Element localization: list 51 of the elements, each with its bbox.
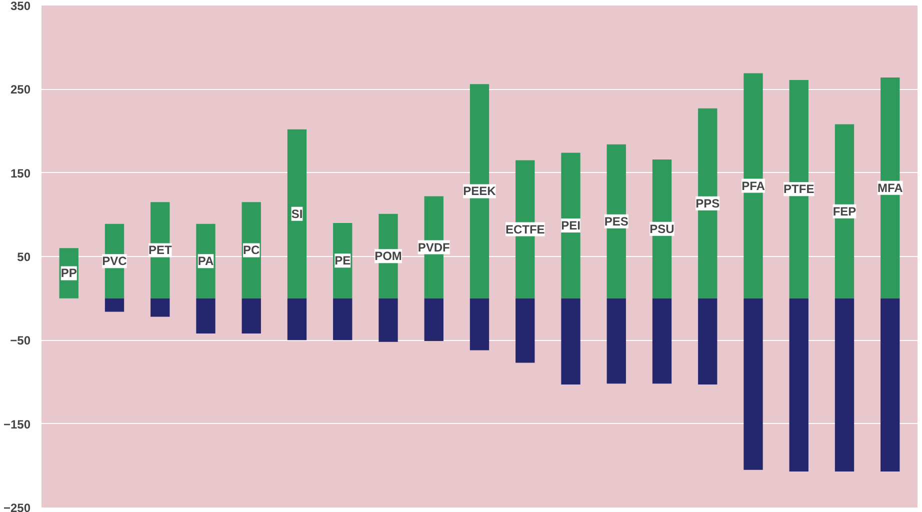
y-tick-label: −250 xyxy=(3,501,31,512)
y-tick-label: −50 xyxy=(10,334,31,348)
x-tick-label: PES xyxy=(604,214,628,228)
bar xyxy=(834,298,854,472)
bar xyxy=(698,108,718,298)
bar xyxy=(561,152,580,298)
x-tick-label: PSU xyxy=(650,222,674,236)
x-tick-label: PC xyxy=(243,243,260,258)
x-tick-label: SI xyxy=(291,206,303,221)
bar xyxy=(287,129,307,298)
bar xyxy=(333,298,352,340)
x-tick-label: PE xyxy=(334,254,351,268)
bar xyxy=(196,298,216,334)
bar xyxy=(652,298,672,384)
x-tick-label: PP xyxy=(60,266,77,280)
bar xyxy=(242,298,261,334)
bar xyxy=(834,124,854,298)
bar xyxy=(744,73,763,298)
bar xyxy=(744,298,763,470)
bar xyxy=(378,298,398,342)
bar xyxy=(880,298,900,472)
y-tick-label: −150 xyxy=(3,417,31,432)
x-tick-label: FEP xyxy=(832,204,856,218)
x-tick-label: PET xyxy=(148,243,172,258)
bar xyxy=(698,298,718,385)
x-tick-label: PEI xyxy=(561,218,580,233)
bar xyxy=(150,298,170,317)
x-tick-label: POM xyxy=(374,249,402,264)
bar xyxy=(606,298,626,384)
y-tick-label: 250 xyxy=(10,82,31,97)
bar xyxy=(104,298,124,312)
bar xyxy=(287,298,307,340)
x-tick-label: PEEK xyxy=(463,184,496,198)
x-tick-label: PVC xyxy=(102,254,128,268)
y-tick-label: 150 xyxy=(10,166,31,180)
x-tick-label: PFA xyxy=(742,178,766,193)
bar xyxy=(424,298,444,342)
x-tick-label: PVDF xyxy=(418,240,450,254)
bar xyxy=(470,298,490,350)
x-tick-label: PTFE xyxy=(784,182,814,196)
bar xyxy=(561,298,580,385)
bar xyxy=(789,298,808,472)
bar xyxy=(606,144,626,298)
x-tick-label: PPS xyxy=(696,196,720,210)
y-tick-label: 350 xyxy=(10,0,31,13)
x-tick-label: MFA xyxy=(877,180,904,195)
x-tick-label: PA xyxy=(198,254,214,268)
x-tick-label: ECTFE xyxy=(505,222,545,236)
bar xyxy=(516,298,535,363)
y-tick-label: 50 xyxy=(17,250,31,264)
bar xyxy=(242,202,261,298)
